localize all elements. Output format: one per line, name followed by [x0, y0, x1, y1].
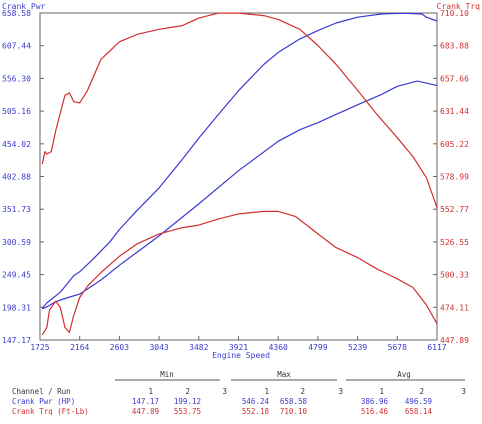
x-tick-label: 1725	[30, 343, 49, 352]
stats-table: Min Max Avg Channel / Run 1 2 3 1 2 3 1 …	[12, 370, 466, 416]
stats-row-torque-avg2: 658.14	[405, 407, 433, 416]
left-tick-label: 198.31	[2, 303, 31, 312]
torque-series-line-3	[41, 210, 438, 336]
x-tick-label: 2164	[70, 343, 89, 352]
stats-row-power-min1: 147.17	[132, 397, 159, 406]
min-run-2-header: 2	[185, 387, 190, 396]
x-axis-title: Engine Speed	[212, 351, 270, 360]
x-tick-label: 4360	[269, 343, 288, 352]
x-tick-label: 2603	[110, 343, 129, 352]
right-tick-label: 447.89	[440, 336, 469, 345]
stats-row-power-max2: 658.58	[280, 397, 308, 406]
power-series-line-2	[41, 12, 438, 309]
stats-row-torque-min1: 447.89	[132, 407, 159, 416]
max-run-3-header: 3	[338, 387, 343, 396]
right-tick-label: 631.44	[440, 107, 469, 116]
x-tick-label: 4799	[308, 343, 327, 352]
left-axis-title: Crank Pwr	[2, 2, 46, 11]
stats-row-torque-min2: 553.75	[174, 407, 201, 416]
left-tick-label: 454.02	[2, 140, 31, 149]
left-tick-label: 147.17	[2, 336, 31, 345]
avg-header: Avg	[397, 370, 411, 379]
min-run-1-header: 1	[148, 387, 153, 396]
stats-row-power-avg2: 496.59	[405, 397, 432, 406]
max-header: Max	[277, 370, 291, 379]
min-run-3-header: 3	[222, 387, 227, 396]
right-tick-label: 605.22	[440, 140, 469, 149]
right-axis-ticks: 447.89 474.11 500.33 526.55 552.77 578.99 605.…	[433, 9, 469, 345]
right-tick-label: 683.88	[440, 42, 469, 51]
x-axis-ticks: 1725 2164 2603 3043 3482 3921 4360 4799 5239 5678…	[30, 336, 447, 352]
right-tick-label: 552.77	[440, 205, 469, 214]
channel-run-label: Channel / Run	[12, 387, 71, 396]
right-tick-label: 710.10	[440, 9, 469, 18]
x-tick-label: 3043	[149, 343, 168, 352]
min-header: Min	[160, 370, 174, 379]
torque-series-line-4	[41, 12, 438, 208]
x-tick-label: 3921	[229, 343, 248, 352]
left-tick-label: 505.16	[2, 107, 31, 116]
left-tick-label: 607.44	[2, 42, 31, 51]
left-tick-label: 556.30	[2, 74, 31, 83]
stats-row-torque-max1: 552.18	[242, 407, 270, 416]
stats-row-power-max1: 546.24	[242, 397, 270, 406]
left-tick-label: 249.45	[2, 271, 31, 280]
right-tick-label: 578.99	[440, 173, 469, 182]
x-tick-label: 5239	[348, 343, 367, 352]
stats-row-power-name: Crank Pwr (HP)	[12, 397, 75, 406]
left-tick-label: 658.58	[2, 9, 31, 18]
right-tick-label: 474.11	[440, 303, 469, 312]
avg-run-3-header: 3	[461, 387, 466, 396]
x-tick-label: 5678	[388, 343, 407, 352]
left-axis-ticks: 147.17 198.31 249.45 300.59 351.73 402.88 454.…	[2, 9, 44, 345]
max-run-2-header: 2	[300, 387, 305, 396]
right-tick-label: 526.55	[440, 238, 469, 247]
series-layer	[41, 12, 438, 336]
right-tick-label: 657.66	[440, 74, 469, 83]
stats-row-power-avg1: 386.96	[361, 397, 389, 406]
left-tick-label: 351.73	[2, 205, 31, 214]
x-tick-label: 6117	[427, 343, 446, 352]
stats-row-torque-max2: 710.10	[280, 407, 308, 416]
right-axis-title: Crank Trq	[437, 2, 481, 11]
stats-row-torque-avg1: 516.46	[361, 407, 389, 416]
max-run-1-header: 1	[264, 387, 269, 396]
left-tick-label: 402.88	[2, 173, 31, 182]
x-tick-label: 3482	[189, 343, 208, 352]
right-tick-label: 500.33	[440, 271, 469, 280]
avg-run-1-header: 1	[379, 387, 384, 396]
power-series-line-1	[42, 80, 438, 310]
avg-run-2-header: 2	[419, 387, 424, 396]
stats-row-torque-name: Crank Trq (Ft-Lb)	[12, 407, 89, 416]
stats-row-power-min2: 199.12	[174, 397, 201, 406]
left-tick-label: 300.59	[2, 238, 31, 247]
